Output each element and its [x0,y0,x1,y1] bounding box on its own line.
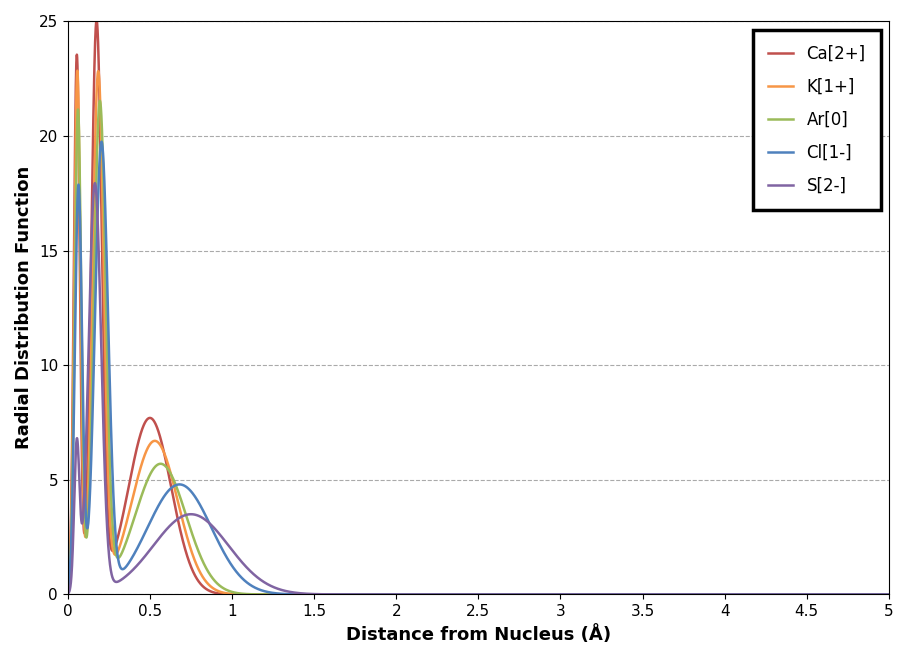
Line: Ca[2+]: Ca[2+] [68,20,889,594]
K[1+] [63,585,74,593]
K[1+] [715,590,726,598]
K[1+] [584,590,595,598]
Ar[0] [548,590,559,598]
Legend: Ca[2+], K[1+], Ar[0], Cl[1-], S[2-]: Ca[2+], K[1+], Ar[0], Cl[1-], S[2-] [754,30,881,210]
Ar[0] [584,590,595,598]
S[2-] [548,590,559,598]
S[2-] [584,590,595,598]
Ca[2+] [884,590,894,598]
Cl[1-] [63,585,74,593]
Cl[1-] [96,138,107,146]
K[1+] [72,67,83,74]
Line: Cl[1-]: Cl[1-] [68,142,889,594]
Cl[1-] [671,590,682,598]
Ar[0] [95,97,105,105]
Ca[2+] [671,590,682,598]
X-axis label: Distance from Nucleus (Å): Distance from Nucleus (Å) [345,625,611,644]
Ca[2+] [360,590,371,598]
S[2-] [715,590,726,598]
Ca[2+] [715,590,726,598]
S[2-] [360,590,371,598]
Line: S[2-]: S[2-] [68,183,889,594]
Cl[1-] [884,590,894,598]
K[1+] [104,495,115,503]
K[1+] [548,590,559,598]
Ar[0] [63,587,74,594]
Ar[0] [360,590,371,598]
Cl[1-] [715,590,726,598]
Cl[1-] [360,590,371,598]
Ca[2+] [548,590,559,598]
K[1+] [884,590,894,598]
Cl[1-] [548,590,559,598]
S[2-] [63,590,74,598]
Ar[0] [104,434,115,442]
Cl[1-] [584,590,595,598]
S[2-] [671,590,682,598]
Line: Ar[0]: Ar[0] [68,101,889,594]
Ca[2+] [63,585,74,593]
K[1+] [671,590,682,598]
Ar[0] [884,590,894,598]
S[2-] [104,553,115,561]
S[2-] [884,590,894,598]
K[1+] [360,590,371,598]
Ar[0] [671,590,682,598]
Ca[2+] [104,530,115,538]
S[2-] [89,179,100,187]
Cl[1-] [104,356,115,364]
Ca[2+] [584,590,595,598]
Y-axis label: Radial Distribution Function: Radial Distribution Function [15,166,34,449]
Ar[0] [715,590,726,598]
Line: K[1+]: K[1+] [68,71,889,594]
Ca[2+] [91,16,102,24]
